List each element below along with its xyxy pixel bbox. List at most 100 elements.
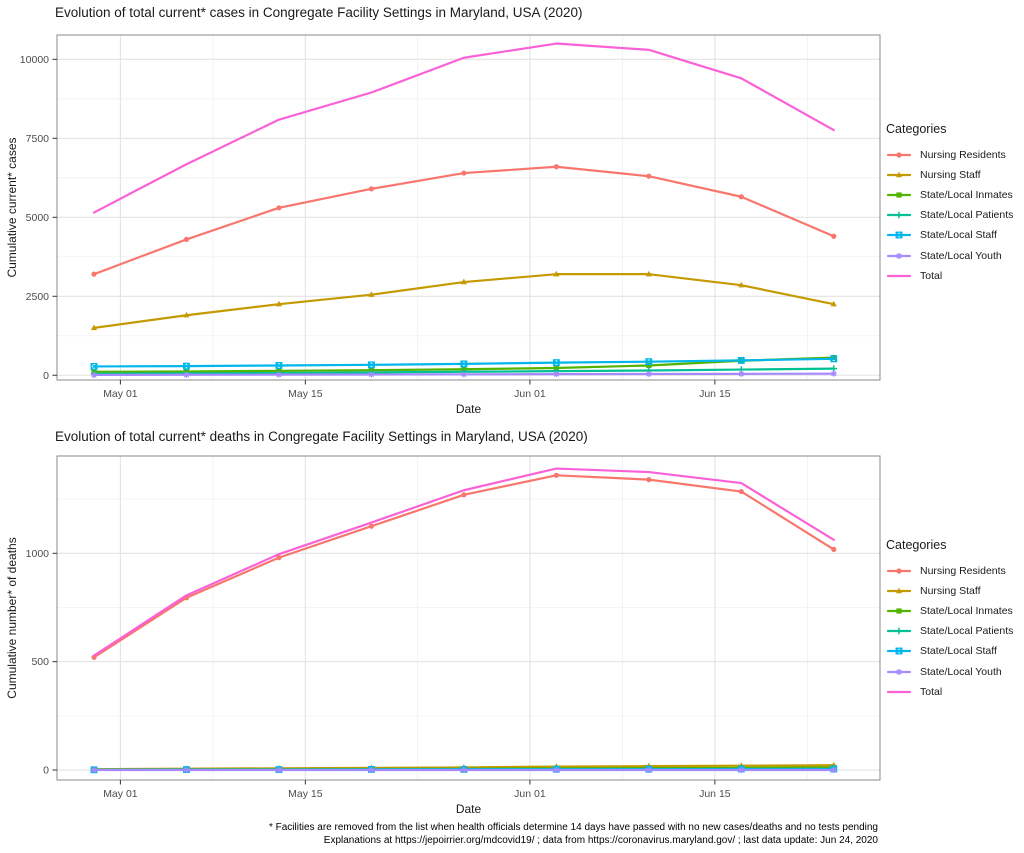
point-marker — [830, 767, 837, 774]
legend-item: Nursing Residents — [886, 145, 1022, 165]
point-marker — [553, 164, 559, 170]
y-tick-label: 500 — [31, 656, 49, 668]
point-marker — [895, 628, 903, 635]
point-marker — [646, 362, 652, 369]
series-line — [92, 42, 835, 214]
legend-item-label: State/Local Staff — [920, 229, 997, 242]
point-marker — [895, 587, 903, 594]
cases-chart-title: Evolution of total current* cases in Con… — [55, 5, 583, 20]
point-marker — [275, 371, 282, 378]
deaths-legend-title: Categories — [886, 538, 947, 552]
point-marker — [738, 370, 745, 377]
point-marker — [368, 371, 375, 378]
point-marker — [645, 358, 653, 366]
footnote-line-1: * Facilities are removed from the list w… — [268, 822, 878, 833]
legend-item-label: State/Local Inmates — [920, 189, 1013, 202]
point-marker — [830, 355, 838, 363]
point-marker — [183, 362, 190, 370]
point-marker — [368, 186, 375, 192]
legend-item-label: State/Local Staff — [920, 645, 997, 658]
x-tick-label: May 15 — [288, 388, 323, 400]
legend-key — [886, 647, 912, 655]
point-marker — [367, 361, 375, 369]
y-tick-label: 1000 — [26, 548, 50, 560]
point-marker — [275, 300, 283, 307]
legend-key — [886, 690, 912, 693]
legend-item: Nursing Staff — [886, 581, 1022, 601]
y-tick-label: 0 — [43, 370, 49, 382]
legend-item: State/Local Inmates — [886, 601, 1022, 621]
point-marker — [90, 363, 98, 370]
y-tick-label: 5000 — [26, 212, 50, 224]
point-marker — [183, 362, 190, 370]
point-marker — [831, 546, 837, 553]
point-marker — [895, 647, 903, 655]
legend-item-label: Nursing Staff — [920, 169, 981, 182]
panel-border — [56, 34, 881, 381]
point-marker — [275, 362, 283, 369]
legend-item-label: State/Local Patients — [920, 209, 1014, 222]
point-marker — [460, 360, 468, 368]
point-marker — [895, 212, 903, 219]
x-tick-label: Jun 01 — [514, 788, 546, 800]
point-marker — [368, 361, 375, 369]
legend-key — [886, 252, 912, 259]
point-marker — [830, 355, 837, 363]
point-marker — [895, 171, 903, 178]
point-marker — [738, 357, 745, 364]
point-marker — [553, 371, 560, 378]
y-tick-label: 0 — [43, 765, 49, 777]
legend-item: State/Local Staff — [886, 641, 1022, 661]
point-marker — [461, 492, 467, 498]
point-marker — [276, 205, 282, 211]
deaths-chart-title: Evolution of total current* deaths in Co… — [55, 429, 588, 444]
point-marker — [460, 371, 467, 378]
cases-legend: Categories Nursing Residents Nursing Staf… — [886, 122, 1022, 286]
legend-item: Total — [886, 266, 1022, 286]
point-marker — [552, 359, 560, 367]
point-marker — [738, 281, 745, 288]
legend-key — [886, 668, 912, 675]
point-marker — [368, 291, 375, 297]
point-marker — [460, 360, 468, 368]
point-marker — [645, 270, 652, 277]
cases-legend-items: Nursing Residents Nursing Staff State/Loca… — [886, 145, 1022, 286]
legend-key — [886, 231, 912, 239]
point-marker — [91, 271, 97, 277]
point-marker — [737, 356, 745, 364]
point-marker — [553, 359, 560, 366]
point-marker — [646, 173, 652, 179]
point-marker — [183, 236, 190, 243]
point-marker — [738, 194, 744, 200]
legend-item: State/Local Youth — [886, 661, 1022, 681]
deaths-legend-items: Nursing Residents Nursing Staff State/Loca… — [886, 561, 1022, 702]
deaths-legend: Categories Nursing Residents Nursing Staf… — [886, 538, 1022, 702]
x-axis-title: Date — [456, 402, 482, 416]
legend-item-label: State/Local Youth — [920, 249, 1002, 262]
point-marker — [895, 648, 903, 655]
legend-key — [886, 152, 912, 158]
legend-item: Nursing Residents — [886, 561, 1022, 581]
point-marker — [831, 354, 837, 361]
point-marker — [90, 767, 97, 774]
point-marker — [830, 300, 837, 307]
legend-key — [886, 192, 912, 198]
point-marker — [553, 270, 560, 277]
series-line — [92, 467, 835, 657]
point-marker — [896, 152, 902, 158]
point-marker — [460, 767, 467, 774]
legend-key — [886, 212, 912, 219]
point-marker — [738, 767, 745, 774]
legend-item-label: State/Local Inmates — [920, 605, 1013, 618]
point-marker — [368, 767, 375, 774]
point-marker — [275, 362, 283, 369]
point-marker — [460, 278, 467, 285]
x-tick-label: Jun 01 — [514, 388, 546, 400]
point-marker — [895, 232, 903, 239]
legend-key — [886, 628, 912, 635]
cases-plot: 0 2500 5000 7500 10000 May 01 May 15 Jun 01 Jun … — [5, 34, 881, 416]
point-marker — [90, 371, 97, 378]
legend-item-label: State/Local Youth — [920, 665, 1002, 678]
footnote-line-2: Explanations at https://jepoirrier.org/m… — [323, 835, 878, 846]
